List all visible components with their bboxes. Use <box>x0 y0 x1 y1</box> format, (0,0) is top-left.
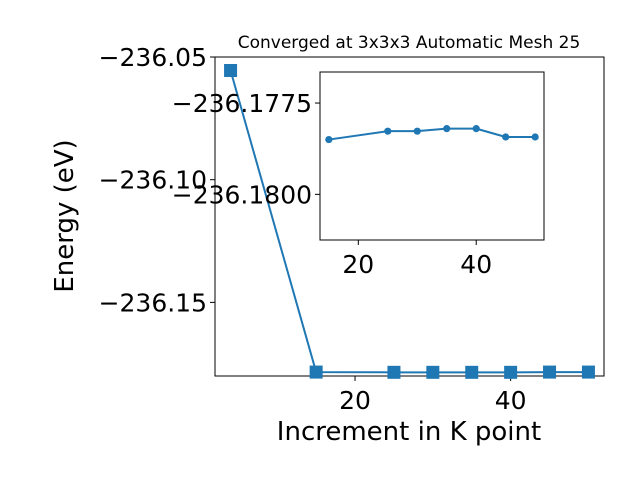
main-data-point <box>504 365 518 379</box>
inset-data-point <box>325 135 333 144</box>
main-data-point <box>543 365 557 379</box>
inset-data-point <box>443 125 451 133</box>
inset-plot-area: 20 40 −236.1800 −236.1775 <box>172 71 545 279</box>
main-data-point <box>426 365 440 379</box>
main-axes-frame <box>214 56 605 377</box>
y-axis-label: Energy (eV) <box>50 139 80 292</box>
main-data-point <box>581 365 595 379</box>
inset-data-point <box>531 133 539 141</box>
main-plot-area: 20 40 −236.05 −236.10 −236.15 <box>99 43 605 415</box>
chart-title: Converged at 3x3x3 Automatic Mesh 25 <box>238 33 581 53</box>
inset-data-point <box>413 127 421 135</box>
inset-data-point <box>472 125 480 133</box>
x-axis-label: Increment in K point <box>277 417 541 447</box>
main-x-tick-label: 20 <box>339 386 371 415</box>
inset-x-tick-label: 20 <box>342 250 374 279</box>
inset-data-point <box>384 127 392 135</box>
inset-axes-frame <box>319 71 545 241</box>
inset-y-tick-label: −236.1800 <box>172 180 312 209</box>
main-y-tick-label: −236.10 <box>99 166 207 195</box>
inset-data-point <box>502 133 510 141</box>
main-y-tick-label: −236.05 <box>99 43 207 72</box>
inset-x-tick-label: 40 <box>460 250 492 279</box>
main-y-tick-label: −236.15 <box>99 288 207 317</box>
main-x-tick-label: 40 <box>495 386 527 415</box>
main-data-point <box>224 63 238 77</box>
main-data-point <box>465 365 479 379</box>
inset-y-tick-label: −236.1775 <box>172 89 312 118</box>
main-data-point <box>309 365 323 379</box>
main-data-point <box>387 365 401 379</box>
